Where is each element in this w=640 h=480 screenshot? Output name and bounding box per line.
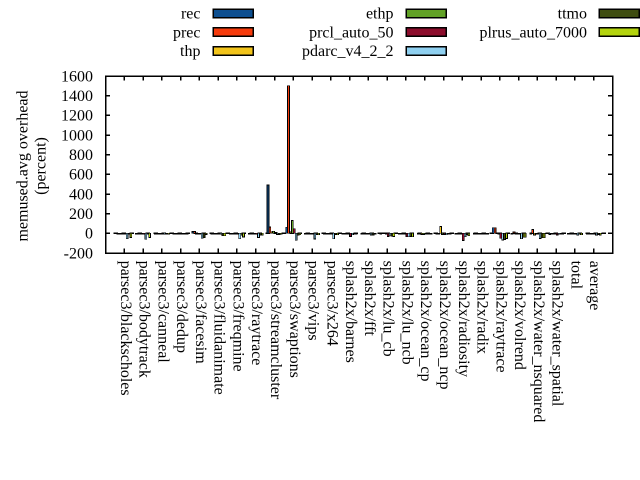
- svg-text:splash2x/ocean_ncp: splash2x/ocean_ncp: [436, 261, 453, 390]
- svg-text:1600: 1600: [61, 68, 93, 85]
- svg-text:memused.avg overhead: memused.avg overhead: [15, 90, 32, 241]
- svg-text:splash2x/radix: splash2x/radix: [474, 261, 491, 354]
- svg-text:splash2x/lu_cb: splash2x/lu_cb: [380, 261, 397, 357]
- svg-text:1200: 1200: [61, 108, 93, 125]
- svg-text:parsec3/streamcluster: parsec3/streamcluster: [267, 261, 284, 400]
- svg-text:splash2x/fft: splash2x/fft: [361, 261, 378, 337]
- svg-text:average: average: [586, 261, 603, 311]
- svg-text:600: 600: [69, 167, 93, 184]
- svg-text:parsec3/vips: parsec3/vips: [305, 261, 322, 341]
- svg-text:parsec3/x264: parsec3/x264: [323, 261, 340, 346]
- svg-text:parsec3/swaptions: parsec3/swaptions: [286, 261, 303, 378]
- svg-text:parsec3/bodytrack: parsec3/bodytrack: [136, 261, 153, 378]
- svg-text:800: 800: [69, 147, 93, 164]
- svg-text:parsec3/dedup: parsec3/dedup: [173, 261, 190, 353]
- svg-text:splash2x/ocean_cp: splash2x/ocean_cp: [417, 261, 434, 382]
- svg-text:parsec3/facesim: parsec3/facesim: [192, 261, 209, 365]
- svg-text:parsec3/canneal: parsec3/canneal: [154, 261, 171, 364]
- svg-text:-200: -200: [64, 245, 93, 262]
- svg-text:prcl_auto_50: prcl_auto_50: [309, 24, 393, 41]
- svg-text:parsec3/freqmine: parsec3/freqmine: [229, 261, 246, 372]
- svg-text:splash2x/radiosity: splash2x/radiosity: [455, 261, 472, 377]
- svg-text:total: total: [567, 261, 584, 290]
- svg-text:plrus_auto_7000: plrus_auto_7000: [479, 24, 587, 41]
- svg-text:parsec3/fluidanimate: parsec3/fluidanimate: [211, 261, 228, 395]
- svg-text:splash2x/volrend: splash2x/volrend: [511, 261, 528, 370]
- svg-text:1400: 1400: [61, 88, 93, 105]
- svg-text:splash2x/barnes: splash2x/barnes: [342, 261, 359, 363]
- svg-text:thp: thp: [180, 43, 200, 60]
- svg-text:parsec3/raytrace: parsec3/raytrace: [248, 261, 265, 366]
- svg-text:splash2x/raytrace: splash2x/raytrace: [492, 261, 509, 373]
- svg-text:splash2x/water_spatial: splash2x/water_spatial: [549, 261, 566, 407]
- svg-text:1000: 1000: [61, 127, 93, 144]
- svg-text:ethp: ethp: [366, 6, 394, 23]
- svg-text:(percent): (percent): [33, 137, 50, 195]
- svg-text:0: 0: [85, 226, 93, 243]
- svg-text:rec: rec: [181, 6, 201, 23]
- svg-text:400: 400: [69, 186, 93, 203]
- svg-text:splash2x/water_nsquared: splash2x/water_nsquared: [530, 261, 547, 423]
- svg-text:prec: prec: [173, 24, 201, 41]
- svg-text:ttmo: ttmo: [558, 6, 587, 23]
- svg-text:pdarc_v4_2_2: pdarc_v4_2_2: [302, 43, 394, 60]
- svg-text:parsec3/blackscholes: parsec3/blackscholes: [117, 261, 134, 396]
- svg-text:200: 200: [69, 206, 93, 223]
- svg-text:splash2x/lu_ncb: splash2x/lu_ncb: [398, 261, 415, 365]
